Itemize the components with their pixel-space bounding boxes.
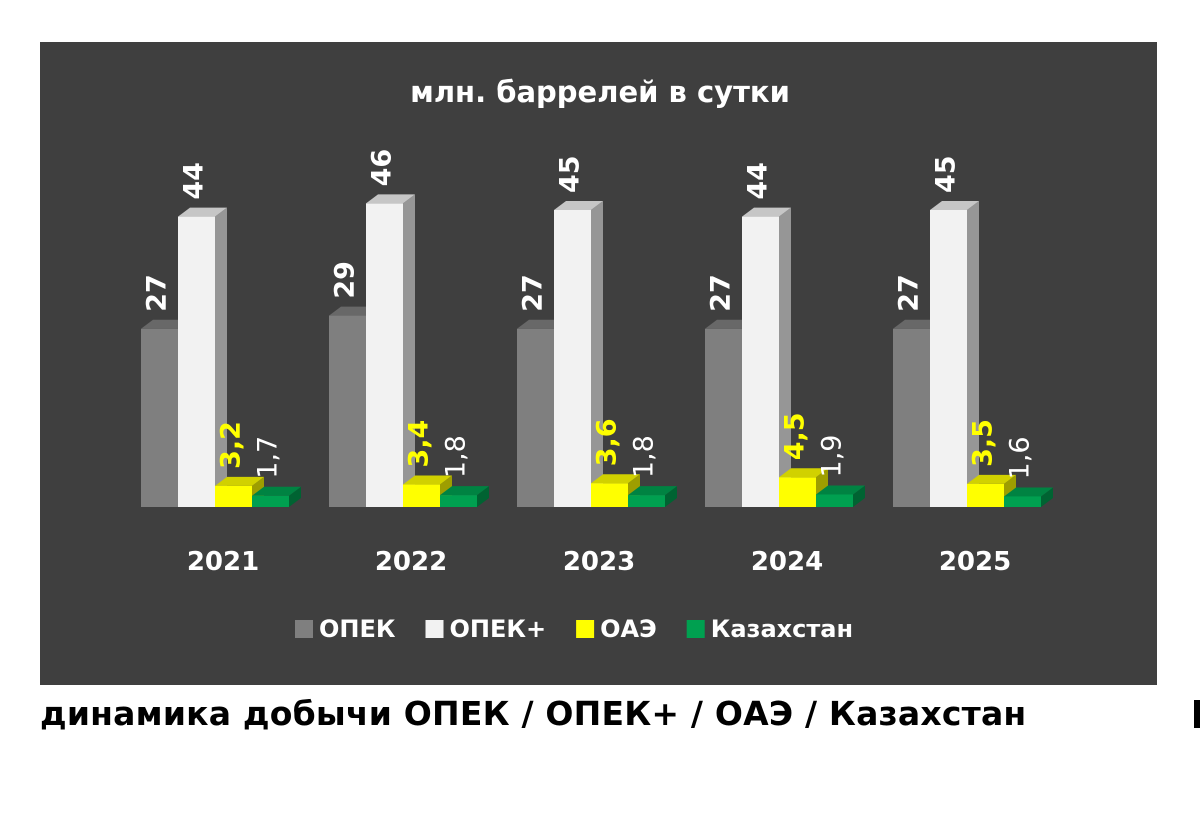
bar-2025-1-side <box>967 201 979 507</box>
data-label-2022-1: 46 <box>367 149 398 187</box>
bar-2022-2-top <box>403 475 452 485</box>
bar-2024-3 <box>816 494 853 507</box>
bar-2022-1-side <box>403 194 415 507</box>
data-label-2023-2: 3,6 <box>592 418 623 466</box>
bar-2021-0 <box>141 328 178 507</box>
data-label-2024-2: 4,5 <box>780 412 811 460</box>
data-label-2025-3: 1,6 <box>1005 436 1036 479</box>
data-label-2021-2: 3,2 <box>216 421 247 469</box>
bar-2021-1-top <box>178 207 227 217</box>
data-label-2022-3: 1,8 <box>441 435 472 478</box>
data-label-2025-1: 45 <box>931 155 962 193</box>
bar-2025-2-top <box>967 474 1016 484</box>
x-tick-label-2022: 2022 <box>375 547 447 577</box>
bar-2025-1-top <box>930 201 979 210</box>
caption: динамика добычи ОПЕК / ОПЕК+ / ОАЭ / Каз… <box>40 694 1027 733</box>
bar-2024-2-top <box>779 468 828 478</box>
bar-2021-1 <box>178 216 215 507</box>
bar-2023-1-side <box>591 201 603 507</box>
bar-2024-3-top <box>816 485 865 495</box>
bar-2023-0 <box>517 328 554 507</box>
bar-2025-3-top <box>1004 487 1053 497</box>
bar-group-2025: 27 45 3,5 1,6 2025 <box>893 155 1053 577</box>
data-label-2022-0: 29 <box>330 261 361 299</box>
bar-2025-0 <box>893 328 930 507</box>
bar-2022-0 <box>329 315 366 507</box>
data-label-2023-3: 1,8 <box>629 435 660 478</box>
bar-2022-2 <box>403 484 440 507</box>
chart-panel: млн. баррелей в сутки 27 44 3,2 1,7 2021 29 46… <box>40 42 1157 685</box>
bar-2021-3 <box>252 495 289 507</box>
bar-2023-1 <box>554 210 591 507</box>
bar-2022-3-top <box>440 486 489 496</box>
bar-2022-3 <box>440 495 477 507</box>
data-label-2025-2: 3,5 <box>968 419 999 467</box>
bar-group-2021: 27 44 3,2 1,7 2021 <box>141 162 301 577</box>
chart-title: млн. баррелей в сутки <box>410 75 790 109</box>
bar-2025-1 <box>930 210 967 507</box>
bar-2021-2-top <box>215 476 264 486</box>
bar-2021-3-top <box>252 486 301 496</box>
legend-swatch-3 <box>686 620 705 638</box>
bar-2024-1-top <box>742 207 791 217</box>
data-label-2021-3: 1,7 <box>253 436 284 479</box>
bar-2024-3-side <box>853 485 865 507</box>
bar-2023-1-top <box>554 201 603 210</box>
bar-2025-3-side <box>1041 487 1053 507</box>
bar-2023-3-top <box>628 486 677 496</box>
data-label-2024-1: 44 <box>743 162 774 200</box>
bar-2023-3 <box>628 495 665 507</box>
bar-2024-1 <box>742 216 779 507</box>
bar-2023-2 <box>591 483 628 507</box>
bar-2022-3-side <box>477 486 489 507</box>
data-label-2023-0: 27 <box>518 274 549 312</box>
legend-label-1: ОПЕК+ <box>450 615 547 643</box>
bar-2021-3-side <box>289 486 301 507</box>
bar-2025-2 <box>967 483 1004 507</box>
bar-2024-1-side <box>779 207 791 507</box>
data-label-2021-1: 44 <box>179 162 210 200</box>
x-tick-label-2024: 2024 <box>751 547 823 577</box>
bar-group-2024: 27 44 4,5 1,9 2024 <box>705 162 865 577</box>
bar-2023-0-top <box>517 319 566 329</box>
bar-2023-2-top <box>591 474 640 484</box>
bar-2025-3 <box>1004 496 1041 507</box>
data-label-2022-2: 3,4 <box>404 420 435 468</box>
data-label-2023-1: 45 <box>555 155 586 193</box>
bar-2024-2 <box>779 477 816 507</box>
legend-label-0: ОПЕК <box>319 615 396 643</box>
x-tick-label-2021: 2021 <box>187 547 259 577</box>
data-label-2025-0: 27 <box>894 274 925 312</box>
bar-2025-0-top <box>893 319 942 329</box>
bar-2022-0-top <box>329 306 378 316</box>
bar-2021-0-top <box>141 319 190 329</box>
bar-group-2023: 27 45 3,6 1,8 2023 <box>517 155 677 577</box>
bar-2022-1 <box>366 203 403 507</box>
bar-2024-0-top <box>705 319 754 329</box>
data-label-2024-0: 27 <box>706 274 737 312</box>
legend: ОПЕК ОПЕК+ ОАЭ Казахстан <box>295 615 853 643</box>
bar-2021-2 <box>215 485 252 507</box>
bar-2023-3-side <box>665 486 677 507</box>
edge-mark <box>1194 700 1200 728</box>
bar-2024-0 <box>705 328 742 507</box>
legend-label-3: Казахстан <box>711 615 853 643</box>
bar-2022-1-top <box>366 194 415 204</box>
bar-2021-1-side <box>215 207 227 507</box>
legend-swatch-2 <box>576 620 595 638</box>
data-label-2021-0: 27 <box>142 274 173 312</box>
legend-label-2: ОАЭ <box>600 615 657 643</box>
data-label-2024-3: 1,9 <box>817 435 848 478</box>
legend-swatch-1 <box>425 620 444 638</box>
chart-svg: млн. баррелей в сутки 27 44 3,2 1,7 2021 29 46… <box>141 75 1053 643</box>
x-tick-label-2023: 2023 <box>563 547 635 577</box>
x-tick-label-2025: 2025 <box>939 547 1011 577</box>
bar-group-2022: 29 46 3,4 1,8 2022 <box>329 149 489 577</box>
legend-swatch-0 <box>295 620 313 638</box>
